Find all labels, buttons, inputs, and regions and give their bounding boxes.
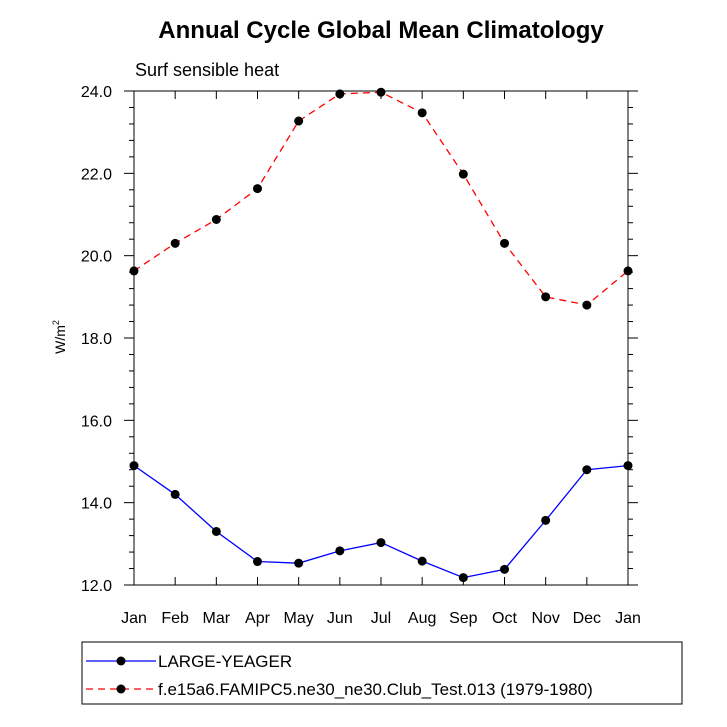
y-tick-label: 18.0	[81, 331, 112, 348]
y-tick-label: 20.0	[81, 249, 112, 266]
data-point	[541, 292, 551, 302]
data-point	[211, 526, 221, 536]
plot-frame	[133, 90, 629, 586]
x-tick-label: Feb	[161, 610, 189, 627]
data-point	[582, 300, 592, 310]
x-tick-label: May	[284, 610, 314, 627]
x-tick-label: Aug	[408, 610, 436, 627]
data-point	[253, 557, 262, 567]
x-tick-label: Dec	[573, 610, 601, 627]
data-point	[500, 238, 509, 248]
x-tick-label: Mar	[203, 610, 231, 627]
y-axis-label-superscript: 2	[51, 320, 61, 325]
x-tick-label: Apr	[245, 610, 271, 627]
data-point	[294, 116, 304, 126]
y-tick-label: 24.0	[81, 84, 112, 101]
x-tick-label: Jan	[615, 610, 641, 627]
legend-box	[81, 641, 683, 705]
y-tick-label: 22.0	[81, 166, 112, 183]
data-point	[170, 238, 180, 248]
data-point	[417, 108, 427, 118]
data-point	[582, 465, 592, 475]
data-point	[376, 538, 386, 548]
legend: LARGE-YEAGER f.e15a6.FAMIPC5.ne30_ne30.Cl…	[81, 641, 683, 705]
x-tick-label: Oct	[492, 610, 517, 627]
data-point	[335, 546, 345, 556]
data-point	[458, 573, 468, 583]
legend-label-1: LARGE-YEAGER	[158, 652, 292, 671]
y-axis-label: W/m2	[51, 320, 68, 354]
x-tick-label: Jan	[121, 610, 147, 627]
x-tick-label: Jul	[371, 610, 391, 627]
y-axis-label-base: W/m	[52, 325, 68, 354]
chart-title: Annual Cycle Global Mean Climatology	[158, 17, 604, 44]
tick-labels: Jan Feb Mar Apr May Jun Jul Aug Sep Oct Nov Dec Jan 1…	[81, 84, 641, 627]
legend-marker-1	[116, 656, 126, 666]
x-tick-label: Nov	[531, 610, 559, 627]
data-point	[211, 214, 221, 224]
data-point	[376, 87, 386, 97]
series-line-1	[133, 464, 629, 579]
legend-label-2: f.e15a6.FAMIPC5.ne30_ne30.Club_Test.013 …	[158, 680, 593, 699]
y-tick-label: 12.0	[81, 578, 112, 595]
chart-subtitle: Surf sensible heat	[135, 60, 279, 80]
data-point	[500, 564, 509, 574]
x-tick-label: Sep	[449, 610, 478, 627]
data-point	[417, 556, 427, 566]
data-point	[170, 489, 180, 499]
data-point	[335, 89, 345, 99]
y-tick-label: 16.0	[81, 413, 112, 430]
legend-marker-2	[116, 684, 126, 694]
data-point	[458, 169, 468, 179]
data-point	[253, 184, 262, 194]
data-point	[294, 558, 304, 568]
axis-ticks	[124, 90, 638, 586]
plot-series	[129, 87, 633, 583]
x-tick-label: Jun	[327, 610, 353, 627]
legend-items: LARGE-YEAGER f.e15a6.FAMIPC5.ne30_ne30.Cl…	[86, 652, 593, 699]
data-point	[541, 515, 551, 525]
series-line-2	[133, 91, 629, 306]
svg-text:W/m2: W/m2	[51, 320, 68, 354]
y-tick-label: 14.0	[81, 496, 112, 513]
